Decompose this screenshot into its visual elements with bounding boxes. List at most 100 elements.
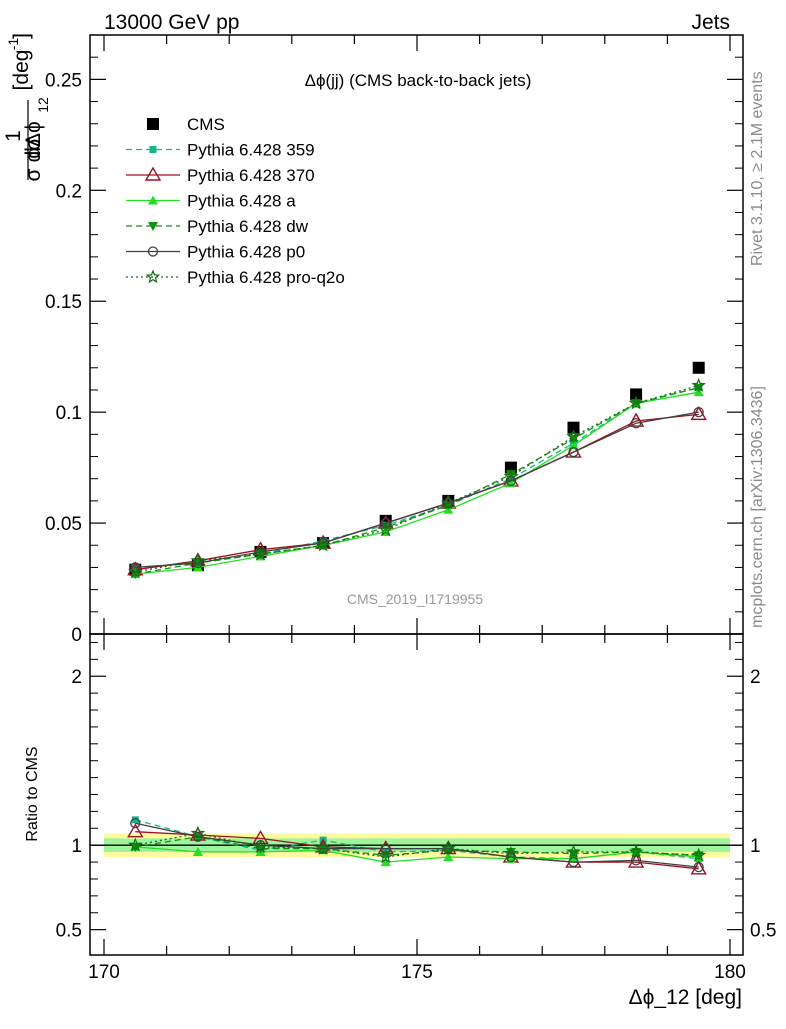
legend-entry: Pythia 6.428 dw [126,217,309,236]
analysis-watermark: CMS_2019_I1719955 [347,591,483,607]
ratio-panel-frame [89,633,744,956]
x-tick-label: 175 [401,962,433,983]
data-point [628,395,644,410]
ratio-y-tick-label-right: 2 [750,667,761,688]
data-point [192,557,204,569]
main-y-tick-label: 0 [71,625,82,646]
data-point [505,470,516,480]
data-point [692,361,705,374]
data-point [567,421,580,434]
main-y-tick-label: 0.15 [45,292,82,313]
ratio-point [566,844,581,859]
legend-marker [145,269,161,284]
ratio-line [135,832,699,858]
series-4 [130,383,704,580]
ratio-point [693,861,704,873]
data-point [315,537,331,552]
series-line [135,391,699,575]
header-left: 13000 GeV pp [104,11,239,34]
ratio-point [505,851,517,863]
ratio-point [568,856,579,868]
legend-label: Pythia 6.428 359 [187,141,315,160]
main-y-tick-label: 0.2 [56,181,82,202]
legend-entry: Pythia 6.428 pro-q2o [126,268,345,287]
ratio-point [380,857,391,867]
legend-label: Pythia 6.428 370 [187,166,315,185]
data-point [568,440,579,450]
legend-entry: Pythia 6.428 a [126,192,296,211]
series-1 [131,384,703,571]
main-y-tick-label: 0.25 [45,70,82,91]
ylabel-den: σ [22,168,45,181]
ratio-y-axis-title: Ratio to CMS [24,746,41,841]
ratio-point [630,855,642,866]
series-0 [129,361,705,576]
ratio-point [380,851,391,861]
legend-label: Pythia 6.428 pro-q2o [187,268,345,287]
ratio-point [192,831,204,842]
series-line [135,413,699,571]
ratio-y-tick-label: 2 [71,667,82,688]
series-line [135,387,699,575]
data-point [630,418,642,429]
x-axis-title: Δϕ_12 [deg] [629,986,742,1009]
rivet-version-label: Rivet 3.1.10, ≥ 2.1M events [749,71,766,266]
ratio-point [128,837,143,852]
data-point [128,564,143,579]
series-line [135,411,699,569]
data-point [378,522,393,536]
ylabel-unit-close: ] [10,33,33,39]
ratio-point [315,840,331,855]
legend-marker [147,118,159,130]
ratio-point [252,830,269,845]
series-5 [130,406,704,573]
ratio-line [135,822,699,868]
data-point [691,377,706,392]
ratio-point [441,840,456,855]
series-line [135,384,699,573]
legend-label: Pythia 6.428 dw [187,217,309,236]
ratio-point [190,825,206,840]
data-point [568,446,579,458]
series-6 [128,377,706,579]
series-3 [130,387,704,579]
ratio-series-5 [128,825,706,864]
data-point [190,553,206,567]
ratio-point [130,818,141,829]
legend-entry: Pythia 6.428 370 [126,166,315,185]
source-label: mcplots.cern.ch [arXiv:1306.3436] [749,386,766,628]
legend-marker [148,195,158,205]
data-point [253,546,268,561]
legend: CMS Pythia 6.428 359 Pythia 6.428 370 Pythi… [126,115,345,287]
ratio-y-tick-label: 1 [71,836,82,857]
main-y-tick-label: 0.05 [45,514,82,535]
ratio-point [380,843,391,854]
x-tick-label: 180 [714,962,746,983]
data-point [380,517,391,529]
ratio-point [131,816,139,824]
ylabel-num: 1 [2,130,25,142]
ratio-point [253,839,268,854]
ratio-line [135,846,699,863]
x-axis: 170 175 180 [88,35,746,983]
data-point [130,562,141,573]
ratio-series-group [127,816,707,875]
data-point [441,495,456,510]
data-point [503,468,519,483]
ratio-y-tick-label: 0.5 [56,921,82,942]
ratio-point [691,847,706,862]
data-point [693,406,704,418]
legend-marker [148,222,158,231]
ratio-point [192,846,203,856]
legend-label: Pythia 6.428 a [187,192,296,211]
ratio-point [628,844,644,859]
main-series-group [127,361,707,580]
ylabel-sub: 12 [35,97,51,113]
series-2 [127,405,707,576]
chart-title: Δϕ(jj) (CMS back-to-back jets) [305,71,532,90]
data-point [566,428,581,443]
header-right: Jets [691,11,730,34]
legend-marker [147,246,159,257]
ratio-y-tick-label-right: 1 [750,836,761,857]
